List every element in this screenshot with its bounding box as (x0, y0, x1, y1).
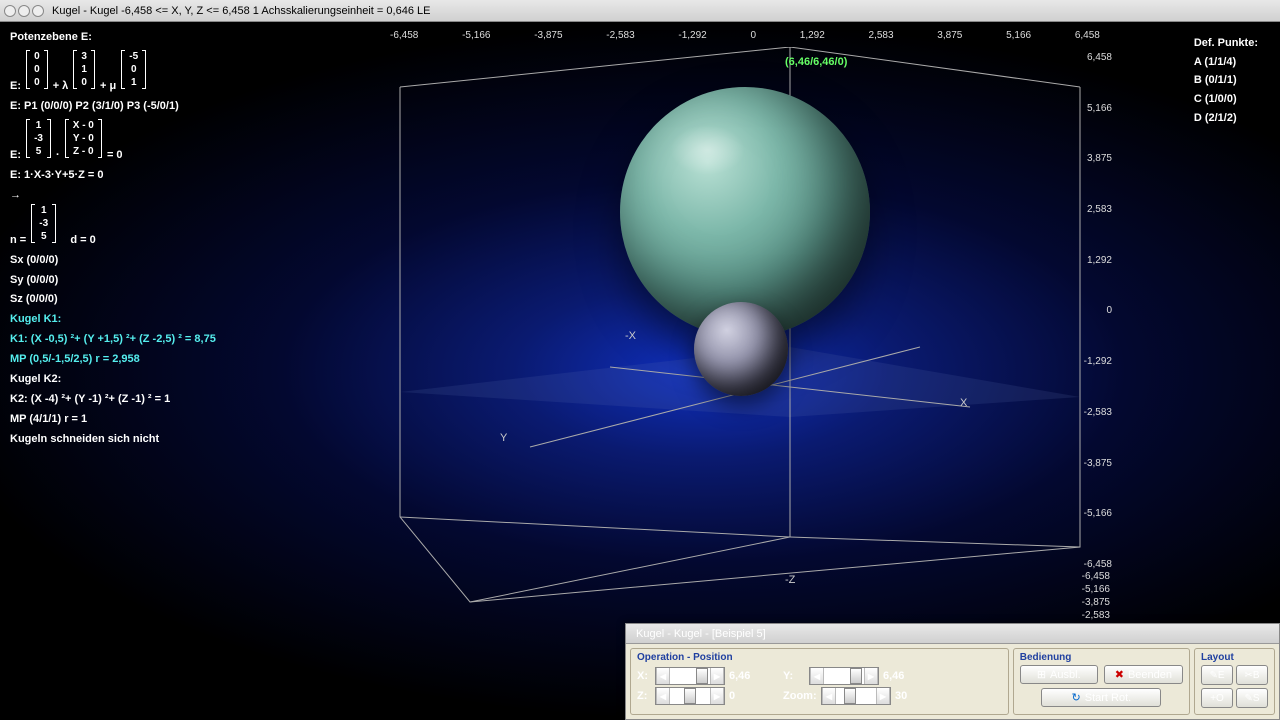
normal-vector: →n = 1-35 d = 0 (10, 188, 320, 249)
group-operation: Operation - Position X: ◀▶ 6,46 Z: ◀▶ 0 (630, 648, 1009, 715)
intersection-status: Kugeln schneiden sich nicht (10, 432, 320, 448)
axis-neg-z-label: -Z (785, 574, 795, 586)
plane-heading: Potenzebene E: (10, 30, 320, 46)
cursor-coords: (6,46/6,46/0) (785, 56, 847, 68)
main-titlebar: Kugel - Kugel -6,458 <= X, Y, Z <= 6,458… (0, 0, 1280, 22)
plane-cartesian: E: 1·X-3·Y+5·Z = 0 (10, 168, 320, 184)
info-panel-left: Potenzebene E: E: 000 + λ 310 + μ -501 E… (10, 30, 320, 452)
layout-heading: Layout (1201, 652, 1268, 665)
group-bedienung: Bedienung ⊞Ausbl. ✖Beenden ↻Start Rot. (1013, 648, 1190, 715)
start-rotation-button[interactable]: ↻Start Rot. (1041, 688, 1161, 707)
sys-icon[interactable] (4, 5, 16, 17)
sphere-k2 (694, 302, 788, 396)
sx: Sx (0/0/0) (10, 253, 320, 269)
window-title: Kugel - Kugel -6,458 <= X, Y, Z <= 6,458… (52, 5, 430, 17)
control-panel: Kugel - Kugel - [Beispiel 5] Operation -… (625, 623, 1280, 720)
axis-x-label: X (960, 397, 967, 409)
layout-e-button[interactable]: ✎E (1201, 665, 1233, 685)
zoom-label: Zoom: (783, 690, 817, 702)
hide-icon: ⊞ (1037, 668, 1046, 681)
point-d: D (2/1/2) (1194, 109, 1258, 128)
sys-icon[interactable] (32, 5, 44, 17)
k2-midpoint: MP (4/1/1) r = 1 (10, 412, 320, 428)
point-a: A (1/1/4) (1194, 53, 1258, 72)
ausblenden-button[interactable]: ⊞Ausbl. (1020, 665, 1098, 684)
beenden-button[interactable]: ✖Beenden (1104, 665, 1183, 684)
plane-points: E: P1 (0/0/0) P2 (3/1/0) P3 (-5/0/1) (10, 99, 320, 115)
operation-heading: Operation - Position (637, 652, 1002, 665)
z-label: Z: (637, 690, 651, 702)
z-spinner[interactable]: ◀▶ (655, 687, 725, 705)
control-titlebar[interactable]: Kugel - Kugel - [Beispiel 5] (626, 624, 1279, 644)
rotate-icon: ↻ (1072, 691, 1081, 704)
axis-neg-x-label: -X (625, 330, 636, 342)
k1-midpoint: MP (0,5/-1,5/2,5) r = 2,958 (10, 352, 320, 368)
sz: Sz (0/0/0) (10, 292, 320, 308)
group-layout: Layout ✎E ✂B +O ✎S (1194, 648, 1275, 715)
k2-heading: Kugel K2: (10, 372, 320, 388)
y-label: Y: (783, 670, 805, 682)
y-spinner[interactable]: ◀▶ (809, 667, 879, 685)
layout-o-button[interactable]: +O (1201, 688, 1233, 708)
zoom-value: 30 (895, 690, 931, 702)
def-points-heading: Def. Punkte: (1194, 34, 1258, 53)
axis-top-ticks: -6,458-5,166-3,875-2,583-1,29201,2922,58… (390, 30, 1100, 41)
sys-icon[interactable] (18, 5, 30, 17)
control-title: Kugel - Kugel - [Beispiel 5] (636, 628, 766, 640)
y-value: 6,46 (883, 670, 919, 682)
plane-vector-eq: E: 000 + λ 310 + μ -501 (10, 50, 320, 95)
axis-y-label: Y (500, 432, 507, 444)
k2-equation: K2: (X -4) ²+ (Y -1) ²+ (Z -1) ² = 1 (10, 392, 320, 408)
x-label: X: (637, 670, 651, 682)
z-value: 0 (729, 690, 765, 702)
point-b: B (0/1/1) (1194, 71, 1258, 90)
layout-b-button[interactable]: ✂B (1236, 665, 1268, 685)
layout-s-button[interactable]: ✎S (1236, 688, 1268, 708)
zoom-spinner[interactable]: ◀▶ (821, 687, 891, 705)
point-c: C (1/0/0) (1194, 90, 1258, 109)
close-icon: ✖ (1115, 668, 1124, 681)
sy: Sy (0/0/0) (10, 273, 320, 289)
x-value: 6,46 (729, 670, 765, 682)
k1-heading: Kugel K1: (10, 312, 320, 328)
sphere-k1 (620, 87, 870, 337)
def-points-panel: Def. Punkte: A (1/1/4) B (0/1/1) C (1/0/… (1194, 34, 1258, 127)
plane-matrix-eq: E: 1-35 · X - 0Y - 0Z - 0 = 0 (10, 119, 320, 164)
bedienung-heading: Bedienung (1020, 652, 1183, 665)
viewport-3d[interactable]: Potenzebene E: E: 000 + λ 310 + μ -501 E… (0, 22, 1280, 720)
k1-equation: K1: (X -0,5) ²+ (Y +1,5) ²+ (Z -2,5) ² =… (10, 332, 320, 348)
x-spinner[interactable]: ◀▶ (655, 667, 725, 685)
